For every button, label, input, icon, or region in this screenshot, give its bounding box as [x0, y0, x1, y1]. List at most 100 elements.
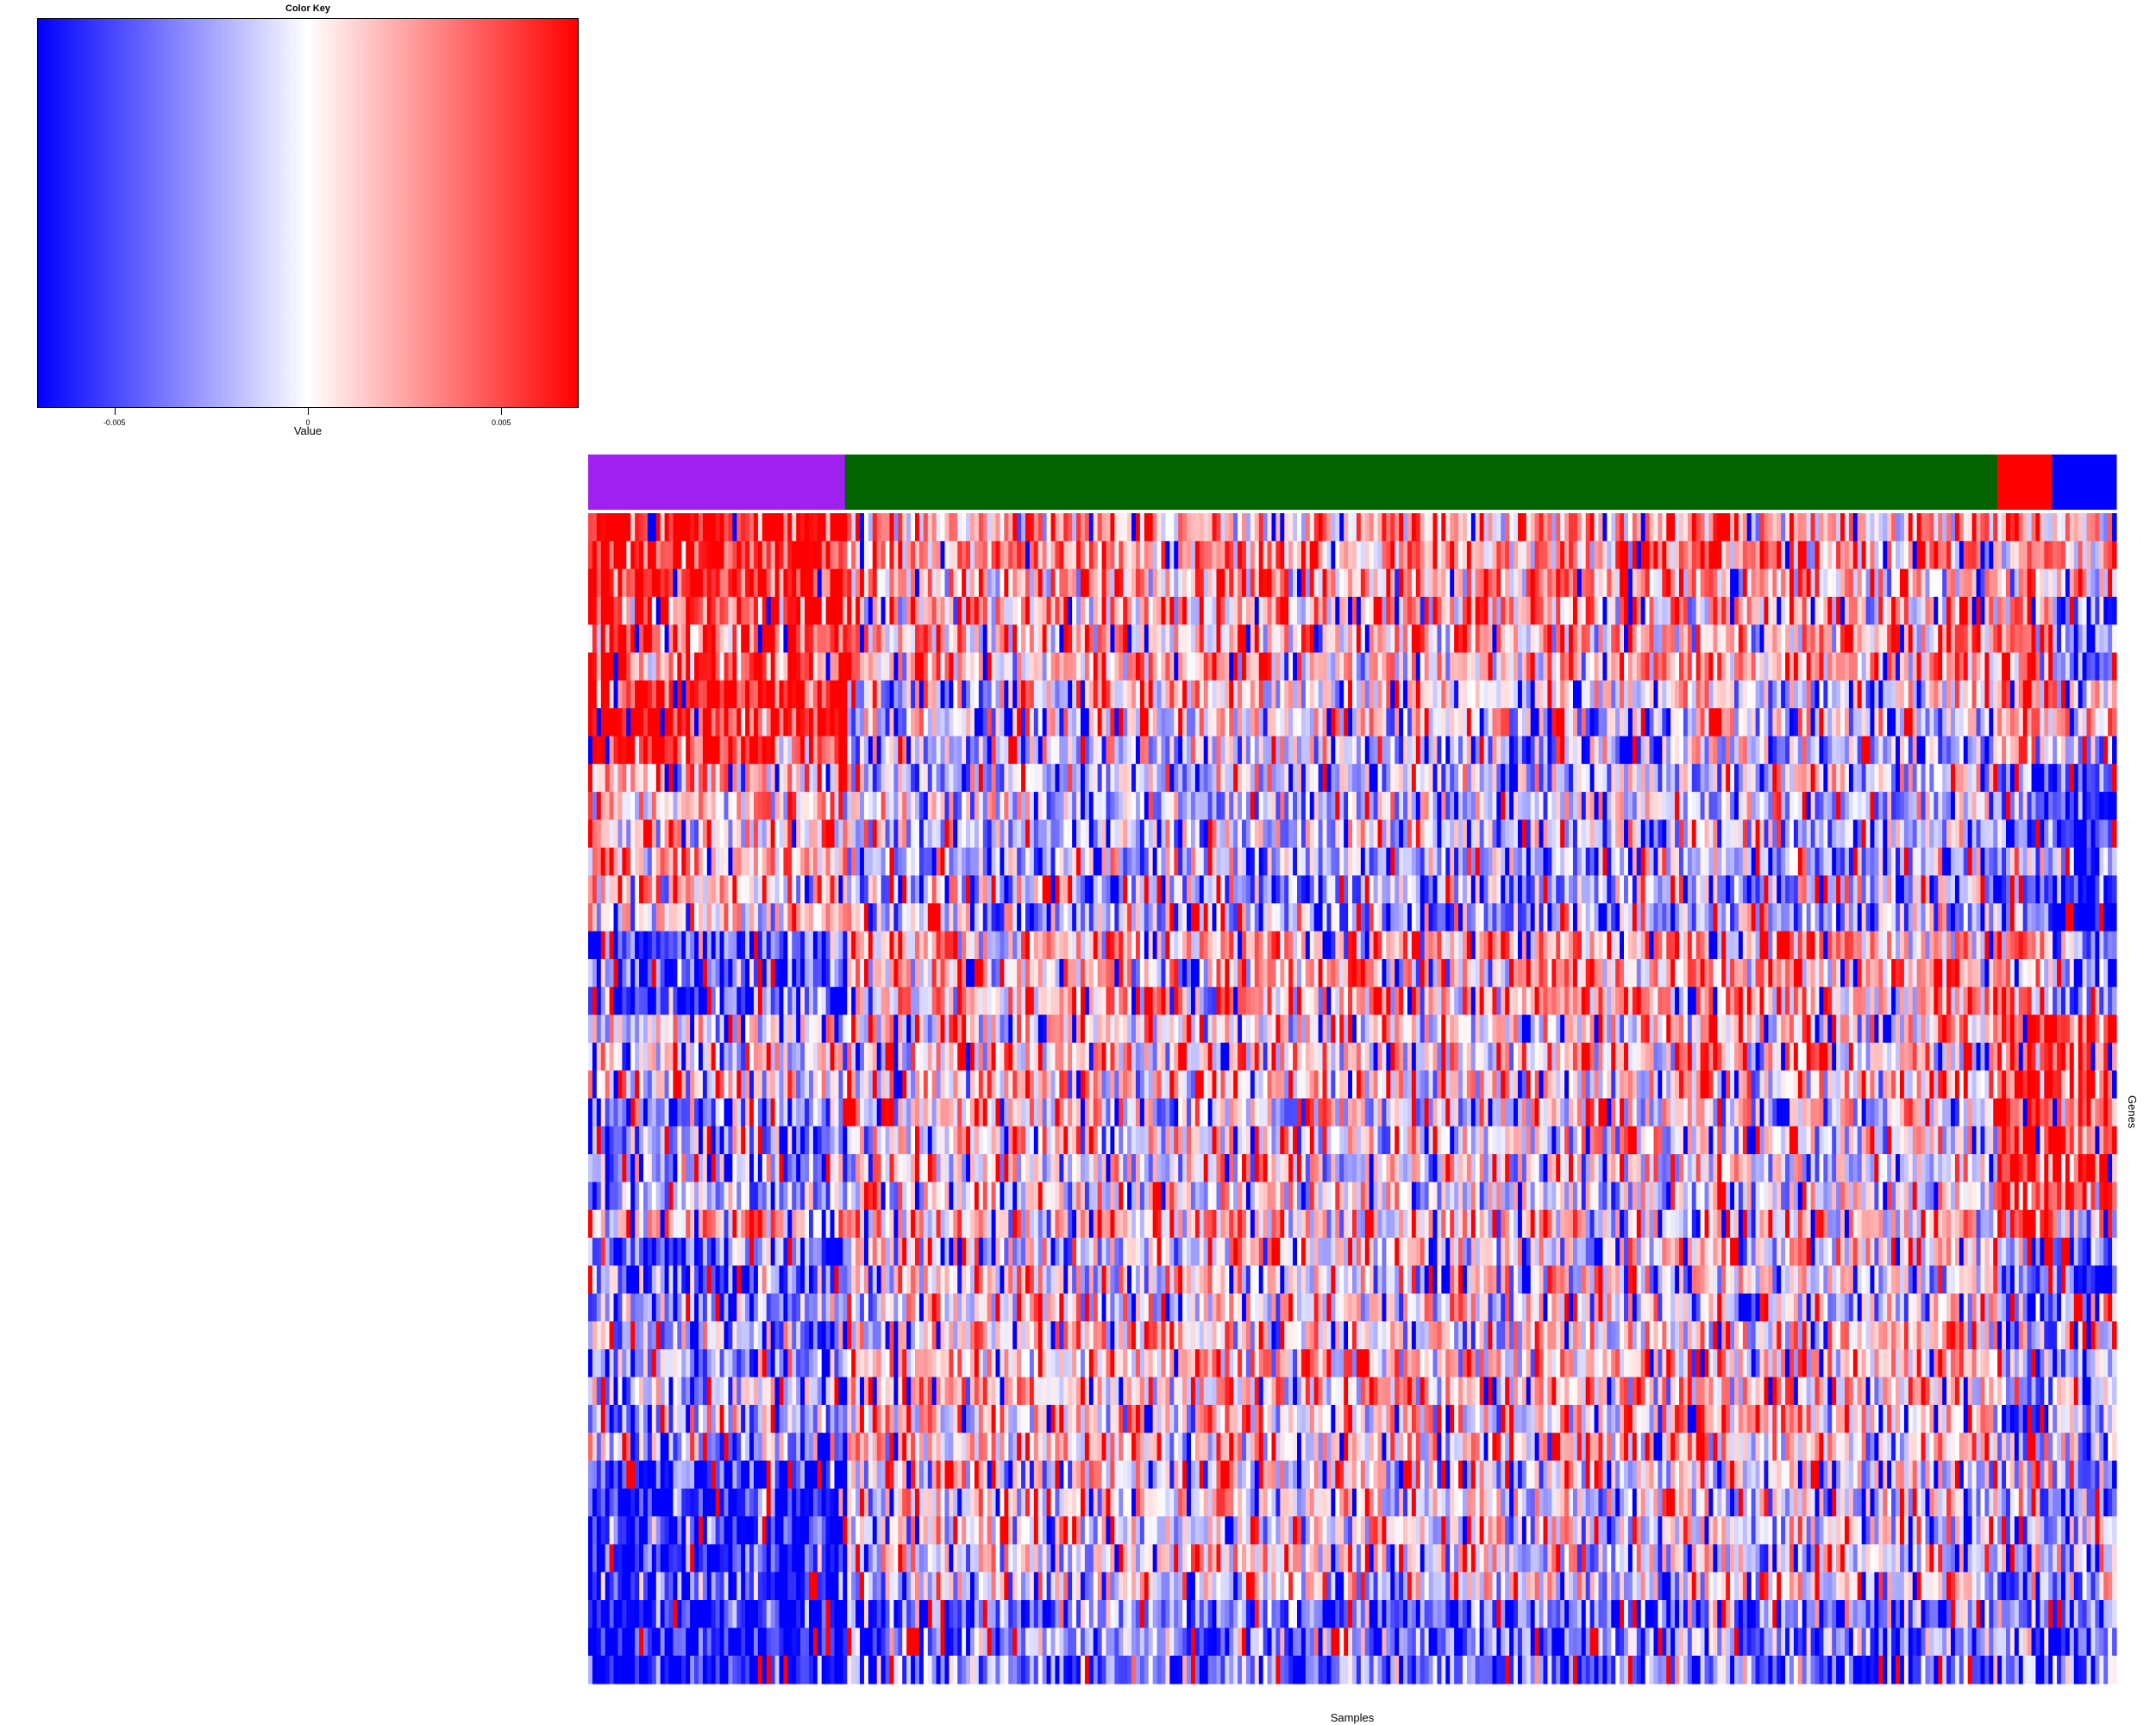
heatmap-cell — [1713, 763, 1718, 793]
heatmap-cell — [677, 596, 682, 625]
heatmap-cell — [1339, 792, 1344, 821]
heatmap-cell — [770, 624, 776, 654]
heatmap-cell — [1021, 596, 1026, 625]
heatmap-cell — [686, 596, 691, 625]
heatmap-cell — [1017, 875, 1022, 904]
heatmap-cell — [1441, 513, 1446, 542]
heatmap-cell — [856, 680, 861, 709]
heatmap-cell — [1704, 541, 1710, 570]
heatmap-cell — [949, 819, 954, 849]
heatmap-cell — [702, 708, 708, 737]
heatmap-cell — [1280, 792, 1285, 821]
heatmap-cell — [1339, 819, 1344, 849]
heatmap-cell — [1903, 847, 1909, 876]
heatmap-cell — [1029, 792, 1035, 821]
heatmap-cell — [1161, 819, 1167, 849]
heatmap-cell — [1734, 875, 1739, 904]
heatmap-cell — [1781, 652, 1786, 681]
heatmap-cell — [1415, 568, 1421, 598]
heatmap-cell — [863, 708, 869, 737]
heatmap-cell — [1742, 792, 1748, 821]
heatmap-cell — [1632, 541, 1638, 570]
heatmap-cell — [655, 624, 661, 654]
heatmap-cell — [605, 763, 611, 793]
color-key-axis: -0.005 0 0.005 — [37, 408, 579, 434]
heatmap-cell — [1377, 792, 1383, 821]
heatmap-cell — [1263, 624, 1269, 654]
heatmap-cell — [1755, 708, 1761, 737]
heatmap-cell — [970, 680, 975, 709]
heatmap-cell — [906, 763, 912, 793]
heatmap-cell — [686, 819, 691, 849]
heatmap-cell — [1530, 624, 1536, 654]
heatmap-cell — [1857, 541, 1863, 570]
heatmap-cell — [2002, 568, 2007, 598]
heatmap-cell — [1772, 736, 1777, 765]
heatmap-cell — [1632, 652, 1638, 681]
heatmap-cell — [1751, 652, 1757, 681]
heatmap-cell — [690, 568, 695, 598]
heatmap-cell — [962, 847, 967, 876]
heatmap-cell — [1271, 680, 1276, 709]
heatmap-cell — [1810, 819, 1816, 849]
heatmap-cell — [1746, 513, 1752, 542]
heatmap-cell — [1046, 596, 1052, 625]
heatmap-cell — [1759, 652, 1765, 681]
heatmap-cell — [1369, 792, 1375, 821]
heatmap-cell — [962, 763, 967, 793]
heatmap-cell — [1814, 736, 1821, 765]
heatmap-cell — [1521, 875, 1527, 904]
heatmap-cell — [1653, 568, 1658, 598]
heatmap-cell — [1556, 792, 1561, 821]
heatmap-cell — [1772, 624, 1777, 654]
heatmap-cell — [1194, 568, 1200, 598]
heatmap-cell — [1131, 680, 1137, 709]
heatmap-cell — [978, 819, 984, 849]
heatmap-cell — [1131, 792, 1137, 821]
heatmap-cell — [1344, 875, 1349, 904]
heatmap-cell — [817, 596, 823, 625]
heatmap-cell — [1258, 708, 1264, 737]
heatmap-cell — [2002, 708, 2007, 737]
heatmap-cell — [1903, 568, 1909, 598]
heatmap-cell — [851, 736, 856, 765]
heatmap-cell — [1624, 847, 1629, 876]
heatmap-cell — [1245, 680, 1251, 709]
heatmap-cell — [1598, 847, 1604, 876]
heatmap-cell — [1679, 568, 1684, 598]
heatmap-cell — [1267, 792, 1273, 821]
heatmap-cell — [1496, 513, 1501, 542]
heatmap-cell — [1203, 568, 1209, 598]
heatmap-cell — [681, 624, 686, 654]
heatmap-cell — [741, 763, 746, 793]
heatmap-cell — [1695, 624, 1702, 654]
heatmap-cell — [1581, 596, 1587, 625]
heatmap-cell — [1194, 708, 1200, 737]
heatmap-cell — [1432, 513, 1438, 542]
heatmap-cell — [1152, 541, 1158, 570]
heatmap-cell — [856, 541, 861, 570]
heatmap-cell — [1432, 875, 1438, 904]
heatmap-cell — [1777, 792, 1782, 821]
heatmap-cell — [2018, 708, 2024, 737]
heatmap-cell — [1212, 513, 1218, 542]
heatmap-cell — [1238, 568, 1243, 598]
heatmap-cell — [766, 792, 772, 821]
heatmap-cell — [1615, 763, 1620, 793]
heatmap-cell — [1399, 568, 1404, 598]
heatmap-cell — [686, 541, 691, 570]
heatmap-cell — [702, 568, 708, 598]
heatmap-cell — [1934, 819, 1939, 849]
heatmap-cell — [1161, 541, 1167, 570]
heatmap-cell — [856, 763, 861, 793]
heatmap-cell — [1245, 708, 1251, 737]
heatmap-cell — [923, 652, 929, 681]
heatmap-cell — [1462, 652, 1468, 681]
heatmap-cell — [1721, 513, 1727, 542]
heatmap-cell — [1797, 763, 1803, 793]
heatmap-cells — [588, 513, 2117, 1684]
heatmap-cell — [918, 680, 924, 709]
heatmap-cell — [1951, 708, 1956, 737]
heatmap-cell — [1462, 875, 1468, 904]
heatmap-cell — [847, 624, 852, 654]
